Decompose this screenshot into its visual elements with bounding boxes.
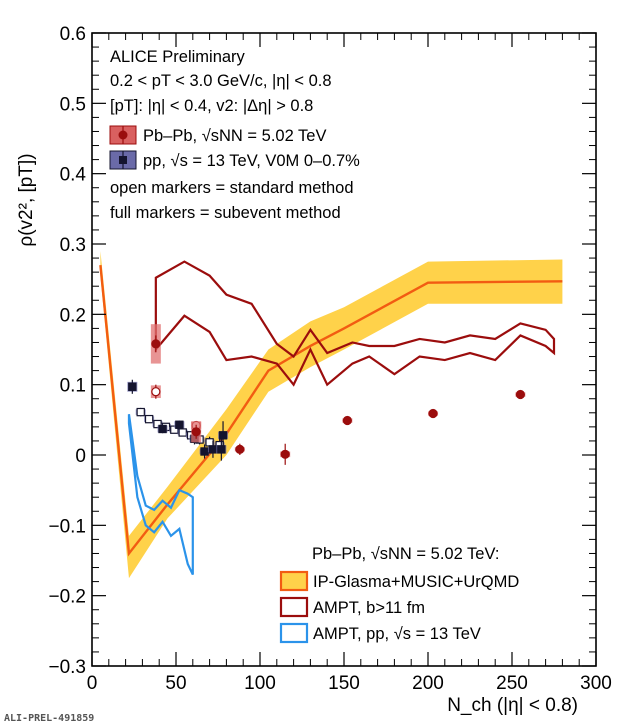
x-tick-label: 150 bbox=[328, 673, 360, 694]
header-line-4: Pb–Pb, √sNN = 5.02 TeV bbox=[143, 127, 326, 145]
x-tick-label: 100 bbox=[244, 673, 276, 694]
data-points-layer bbox=[127, 324, 526, 465]
x-tick-label: 300 bbox=[580, 673, 612, 694]
pbpb-open-point-marker bbox=[151, 387, 161, 397]
x-tick-label: 0 bbox=[87, 673, 98, 694]
x-tick-label: 250 bbox=[496, 673, 528, 694]
header-line-6: open markers = standard method bbox=[110, 179, 354, 197]
pp-open-point-marker bbox=[136, 407, 145, 417]
y-axis-label: ρ(v2², [pT]) bbox=[16, 153, 37, 246]
pp-full-point-marker bbox=[218, 431, 228, 440]
y-tick-label: −0.2 bbox=[48, 587, 86, 608]
pbpb-full-point-marker bbox=[151, 339, 161, 349]
y-tick-label: 0.4 bbox=[60, 165, 87, 186]
pbpb-full-point-marker bbox=[428, 408, 438, 419]
y-tick-label: 0.2 bbox=[60, 305, 86, 326]
y-tick-label: 0.1 bbox=[60, 376, 86, 397]
pbpb-full-point-marker bbox=[280, 449, 290, 459]
header-line-3: [pT]: |η| < 0.4, v2: |Δη| > 0.8 bbox=[110, 97, 313, 115]
ampt-pbpb-band bbox=[154, 260, 556, 387]
legend-ipglasma-box bbox=[279, 570, 309, 592]
legend-ipglasma-label: IP-Glasma+MUSIC+UrQMD bbox=[313, 573, 519, 591]
pbpb-full-point-marker bbox=[515, 389, 526, 400]
pp-full-point-marker bbox=[128, 382, 137, 391]
pp-open-point-marker bbox=[178, 428, 187, 437]
pp-full-point-marker bbox=[208, 445, 218, 454]
header-line-7: full markers = subevent method bbox=[110, 204, 341, 222]
model-legend-header: Pb–Pb, √sNN = 5.02 TeV: bbox=[312, 545, 499, 563]
legend-ampt-pp-box bbox=[279, 622, 309, 644]
legend-ampt-pp-label: AMPT, pp, √s = 13 TeV bbox=[313, 625, 481, 643]
ipglasma-line bbox=[99, 264, 563, 557]
ampt-pp-band bbox=[127, 414, 194, 576]
header-line-2: 0.2 < pT < 3.0 GeV/c, |η| < 0.8 bbox=[110, 72, 332, 90]
header-line-5: pp, √s = 13 TeV, V0M 0–0.7% bbox=[143, 152, 360, 170]
y-tick-label: 0.5 bbox=[60, 94, 86, 115]
preliminary-id-label: ALI-PREL-491859 bbox=[4, 713, 94, 724]
legend-ampt-pbpb-box bbox=[279, 596, 309, 618]
pp-full-point-marker bbox=[200, 447, 209, 456]
pp-open-point-marker bbox=[205, 438, 214, 447]
y-tick-label: 0.3 bbox=[60, 235, 86, 256]
pbpb-full-point-marker bbox=[235, 444, 245, 454]
x-tick-label: 200 bbox=[412, 673, 444, 694]
model-bands-layer bbox=[100, 251, 563, 579]
pbpb-full-point-marker bbox=[342, 415, 352, 426]
y-tick-label: 0 bbox=[75, 446, 86, 467]
x-tick-label: 50 bbox=[165, 673, 186, 694]
pbpb-full-point-marker bbox=[191, 427, 201, 437]
pp-open-point-marker bbox=[144, 414, 154, 424]
y-tick-label: −0.3 bbox=[48, 657, 86, 678]
ipglasma-band bbox=[100, 251, 563, 579]
x-axis-label: N_ch (|η| < 0.8) bbox=[447, 695, 578, 716]
axis-ticks-layer: 0 50 100 150 200 250 300 −0.3 −0.2 −0.1 0 0.1 0.2 0.3… bbox=[48, 24, 611, 694]
header-line-1: ALICE Preliminary bbox=[110, 48, 246, 66]
y-tick-label: 0.6 bbox=[60, 24, 86, 45]
model-lines-layer bbox=[99, 260, 563, 576]
legend-ampt-pbpb-label: AMPT, b>11 fm bbox=[313, 599, 425, 617]
y-tick-label: −0.1 bbox=[48, 516, 86, 537]
pp-full-point-marker bbox=[158, 424, 167, 434]
pp-full-point-marker bbox=[175, 420, 184, 429]
pp-full-point-marker bbox=[217, 445, 226, 454]
